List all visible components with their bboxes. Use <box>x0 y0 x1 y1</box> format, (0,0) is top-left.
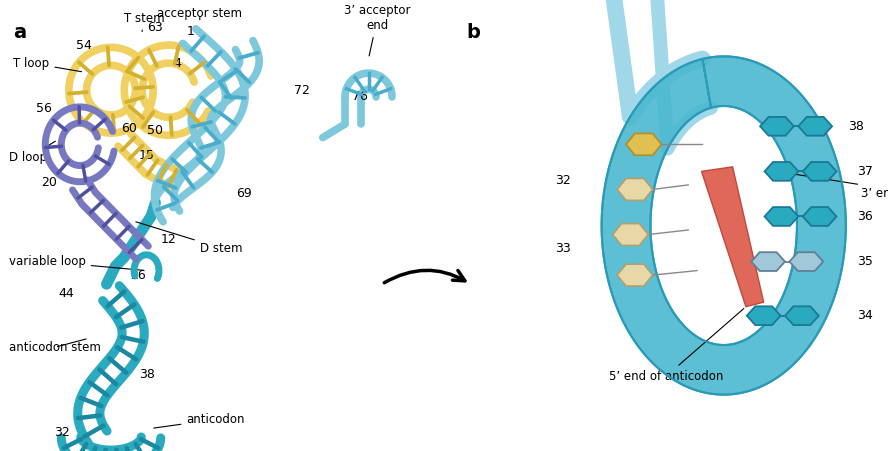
Text: 26: 26 <box>130 269 146 281</box>
Text: 72: 72 <box>294 84 310 97</box>
Text: 37: 37 <box>857 165 873 178</box>
Text: anticodon loop: anticodon loop <box>0 450 1 451</box>
Polygon shape <box>765 162 798 181</box>
Polygon shape <box>803 207 836 226</box>
Polygon shape <box>602 56 845 395</box>
Polygon shape <box>760 117 794 136</box>
Text: 4: 4 <box>174 57 181 69</box>
Text: 20: 20 <box>41 176 57 189</box>
Text: 32: 32 <box>54 427 70 439</box>
Text: T loop: T loop <box>13 57 82 72</box>
Text: 5’ end of anticodon: 5’ end of anticodon <box>609 308 744 383</box>
Text: b: b <box>466 23 480 41</box>
Polygon shape <box>785 306 819 325</box>
Polygon shape <box>747 306 781 325</box>
Text: 60: 60 <box>121 122 137 135</box>
Text: 35: 35 <box>857 255 873 268</box>
Polygon shape <box>803 162 836 181</box>
Text: 63: 63 <box>147 21 163 33</box>
Polygon shape <box>798 117 832 136</box>
Text: 54: 54 <box>76 39 92 51</box>
Polygon shape <box>765 207 798 226</box>
Text: D stem: D stem <box>136 222 242 254</box>
Text: D loop: D loop <box>9 141 55 164</box>
Text: 7: 7 <box>173 181 182 193</box>
Text: 3’ end of anticodon: 3’ end of anticodon <box>780 172 888 200</box>
Text: 12: 12 <box>161 233 177 245</box>
Polygon shape <box>789 252 823 271</box>
Text: 36: 36 <box>857 210 873 223</box>
Text: 1: 1 <box>187 25 194 38</box>
Text: 56: 56 <box>36 102 52 115</box>
Text: 15: 15 <box>139 149 155 162</box>
Polygon shape <box>626 133 662 155</box>
Polygon shape <box>617 179 653 200</box>
Text: 34: 34 <box>857 309 873 322</box>
Polygon shape <box>613 224 648 245</box>
Text: T stem: T stem <box>124 12 165 32</box>
Text: anticodon: anticodon <box>154 413 245 428</box>
Polygon shape <box>617 264 653 286</box>
Text: 44: 44 <box>59 287 75 299</box>
Text: 32: 32 <box>555 174 571 187</box>
Text: 69: 69 <box>236 188 252 200</box>
Text: anticodon stem: anticodon stem <box>9 339 100 354</box>
Text: 76: 76 <box>352 91 368 103</box>
Text: 50: 50 <box>147 124 163 137</box>
Text: 38: 38 <box>139 368 155 381</box>
Polygon shape <box>702 167 764 307</box>
Text: 3’ acceptor
end: 3’ acceptor end <box>345 4 410 56</box>
Text: a: a <box>13 23 27 41</box>
Text: acceptor stem: acceptor stem <box>157 7 242 20</box>
Text: variable loop: variable loop <box>9 255 144 270</box>
Text: 38: 38 <box>848 120 864 133</box>
Text: 33: 33 <box>555 242 571 254</box>
Polygon shape <box>751 252 785 271</box>
